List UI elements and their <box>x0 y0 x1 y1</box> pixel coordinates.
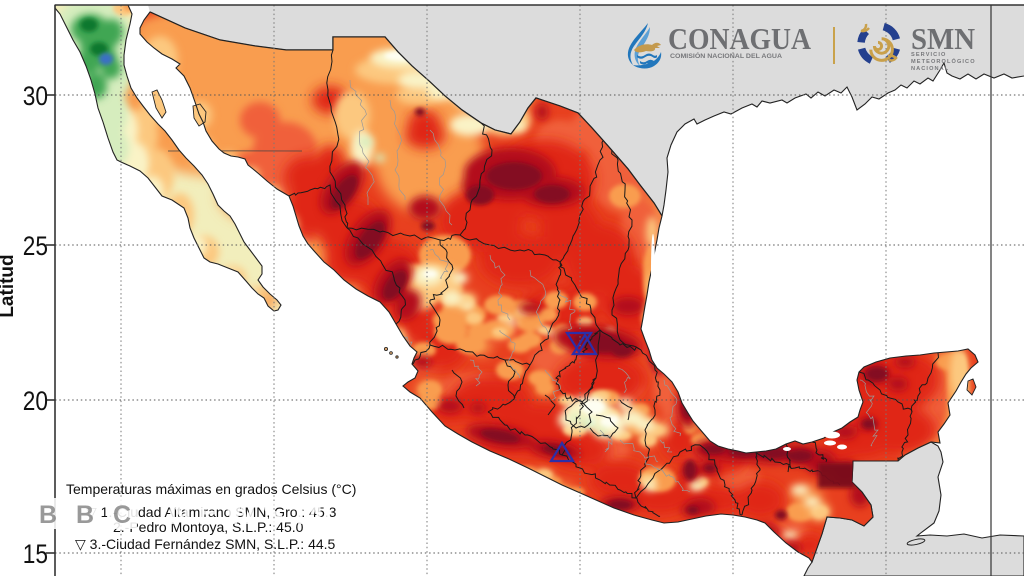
svg-text:COMISIÓN NACIONAL DEL AGUA: COMISIÓN NACIONAL DEL AGUA <box>670 51 782 60</box>
svg-text:SERVICIO: SERVICIO <box>911 52 946 58</box>
svg-text:C: C <box>113 501 131 529</box>
svg-text:B: B <box>76 501 94 529</box>
svg-text:METEOROLÓGICO: METEOROLÓGICO <box>911 57 976 65</box>
svg-text:NACIONAL: NACIONAL <box>911 66 949 72</box>
svg-text:SMN: SMN <box>911 21 975 56</box>
svg-text:B: B <box>39 501 57 529</box>
svg-text:CONAGUA: CONAGUA <box>668 21 812 56</box>
